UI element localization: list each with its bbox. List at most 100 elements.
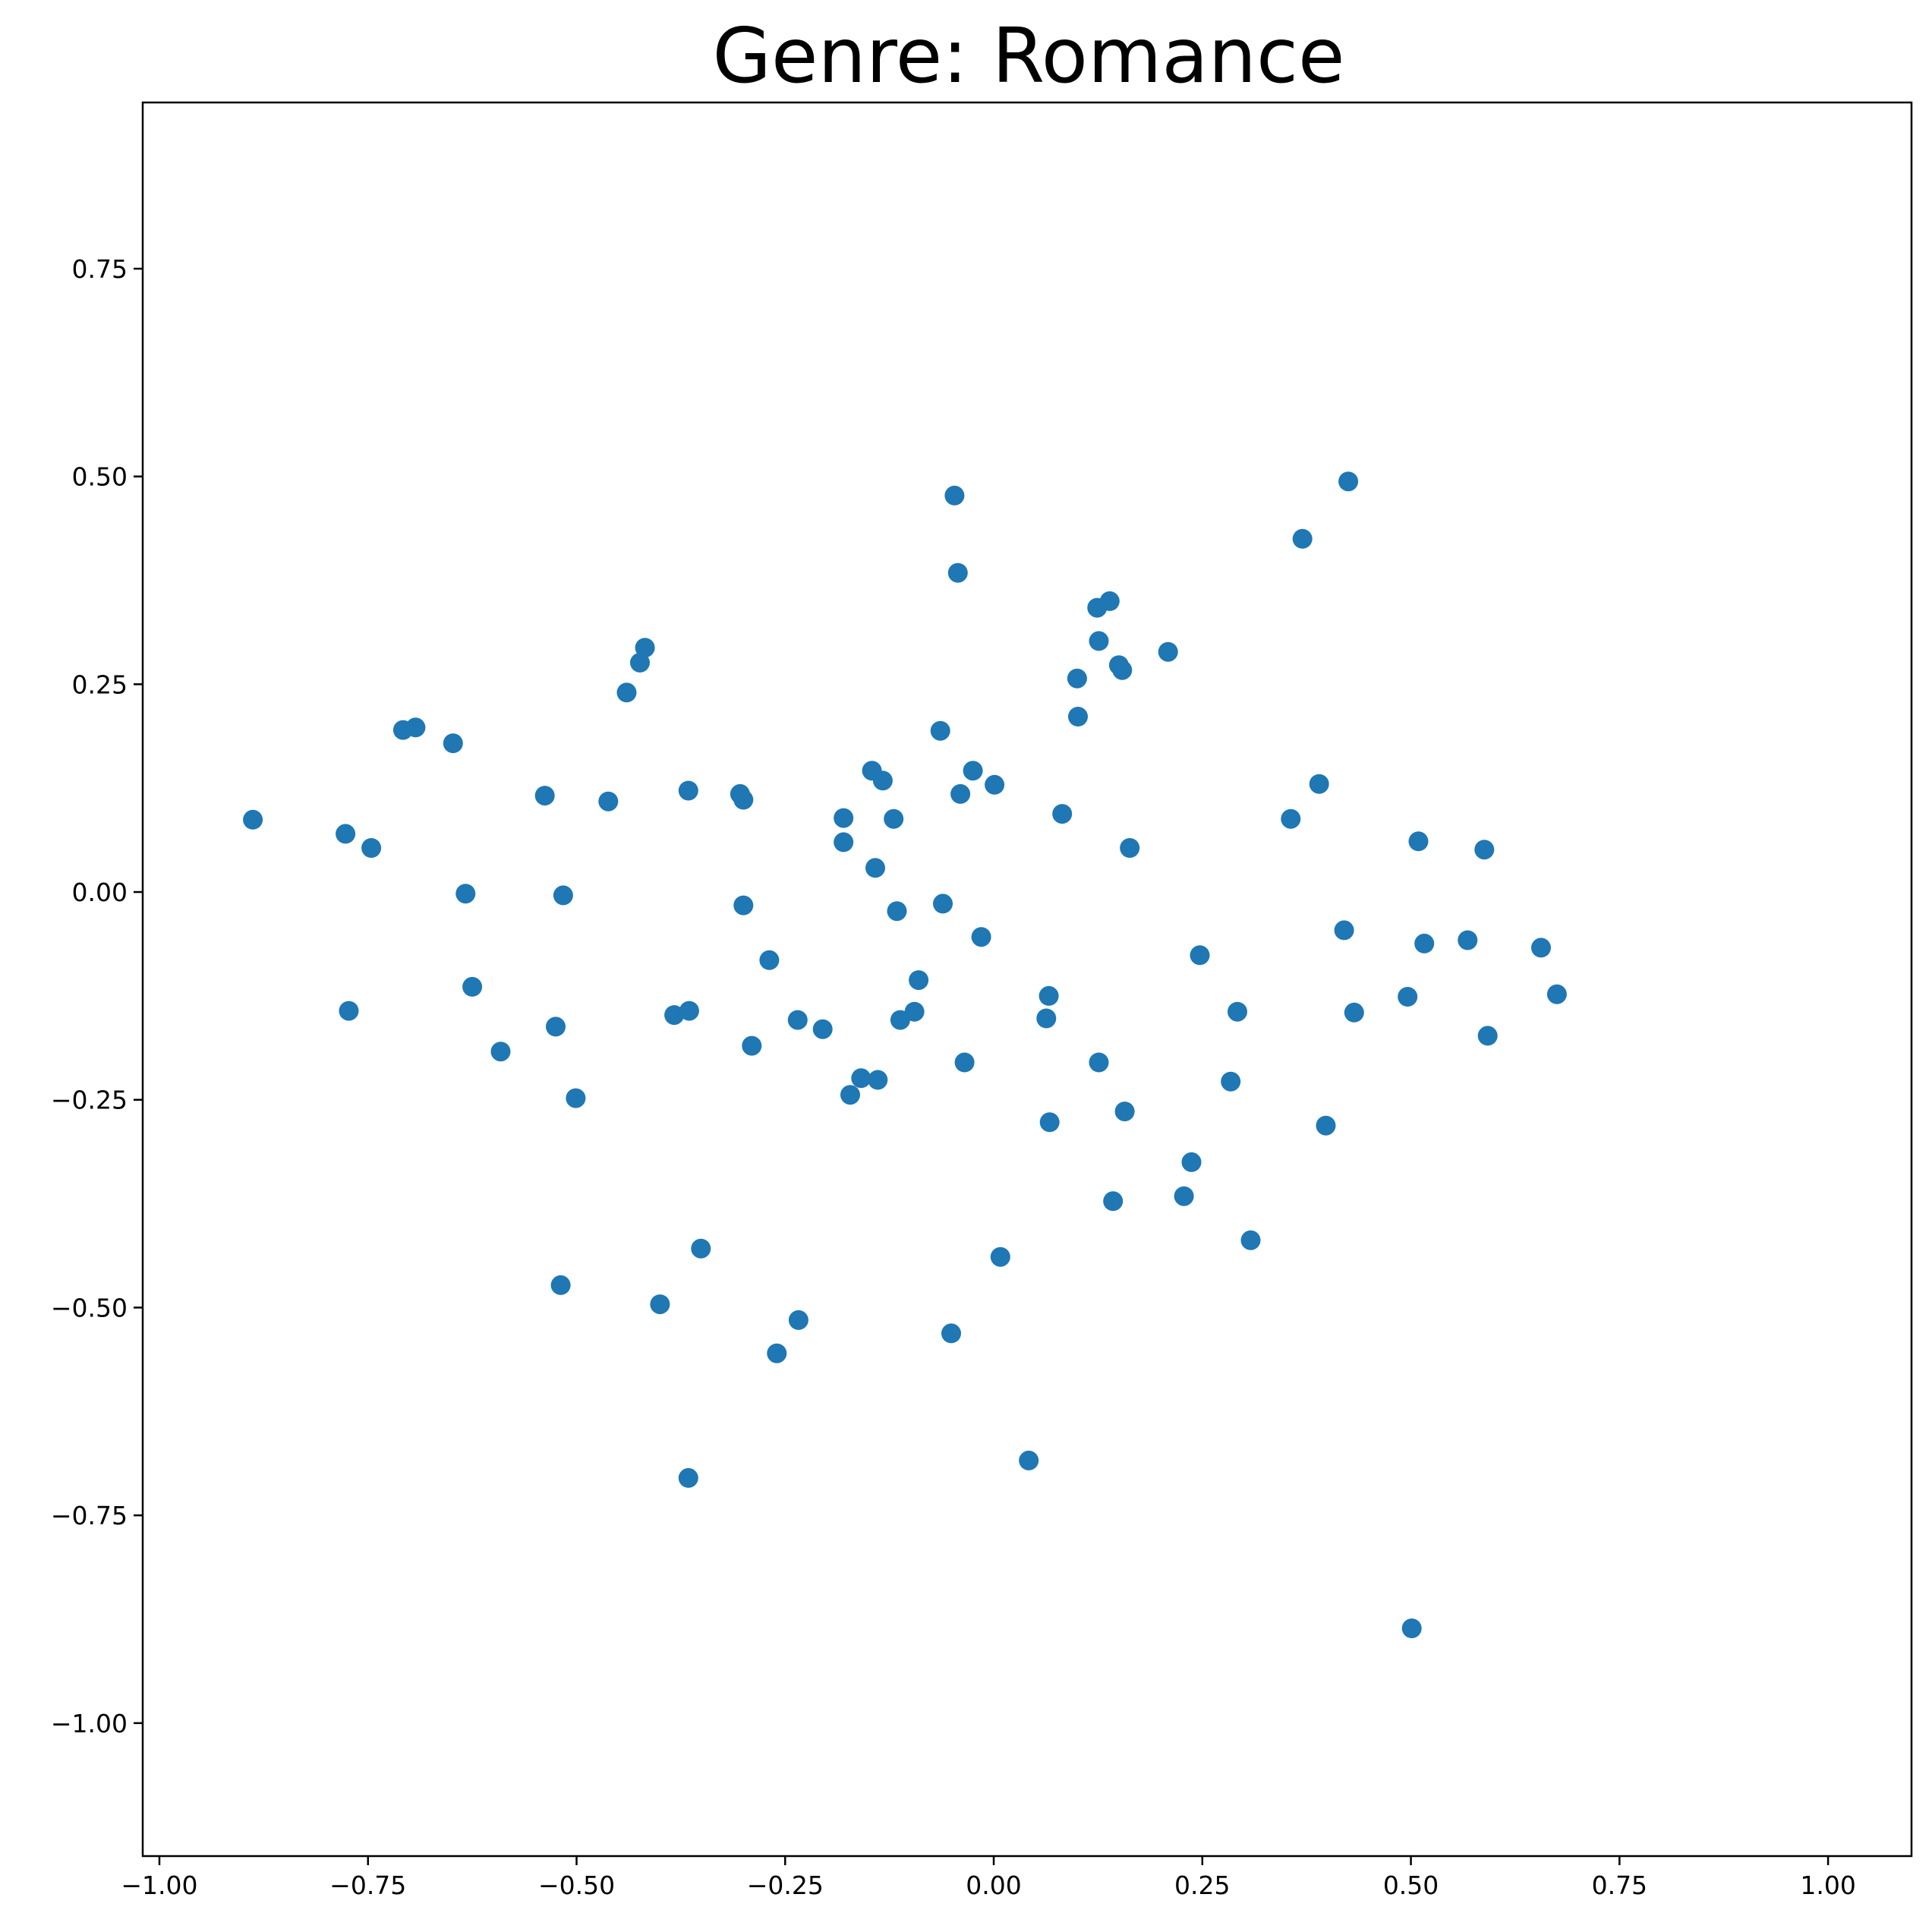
data-point-12 <box>553 885 573 906</box>
y-tick-label: −1.00 <box>51 1709 128 1738</box>
data-point-33 <box>812 1019 833 1039</box>
x-tick-label: −0.25 <box>747 1871 824 1900</box>
data-point-57 <box>990 1247 1010 1267</box>
data-point-42 <box>887 901 907 922</box>
data-point-61 <box>1039 1112 1060 1133</box>
data-point-31 <box>788 1310 808 1330</box>
data-point-14 <box>550 1275 571 1295</box>
data-point-1 <box>336 824 356 844</box>
data-point-40 <box>865 858 885 878</box>
data-point-54 <box>954 1052 975 1073</box>
data-point-39 <box>872 771 893 791</box>
data-point-62 <box>1052 804 1073 824</box>
data-point-94 <box>1531 938 1551 958</box>
x-tick-label: 0.25 <box>1174 1871 1230 1900</box>
data-point-80 <box>1240 1230 1261 1250</box>
y-tick-label: −0.75 <box>51 1501 128 1530</box>
data-point-74 <box>1158 641 1178 662</box>
data-point-76 <box>1181 1152 1202 1172</box>
data-point-27 <box>733 895 754 916</box>
data-point-50 <box>947 563 968 583</box>
data-point-7 <box>455 884 476 904</box>
x-tick-label: 0.50 <box>1383 1871 1439 1900</box>
data-point-44 <box>868 1070 888 1090</box>
data-point-16 <box>616 682 637 703</box>
data-point-93 <box>1477 1026 1498 1046</box>
data-point-11 <box>546 1016 566 1037</box>
points-layer <box>243 471 1567 1638</box>
data-point-47 <box>930 720 950 741</box>
data-point-41 <box>884 808 904 829</box>
data-point-96 <box>1401 1618 1422 1638</box>
data-point-67 <box>1099 591 1120 611</box>
y-tick-label: −0.25 <box>51 1086 128 1115</box>
data-point-23 <box>691 1238 711 1259</box>
data-point-55 <box>941 1323 961 1344</box>
y-tick-label: 0.00 <box>72 878 128 907</box>
data-point-0 <box>243 809 263 830</box>
data-point-28 <box>742 1035 762 1056</box>
data-point-51 <box>950 783 971 804</box>
data-point-78 <box>1221 1071 1241 1092</box>
data-point-2 <box>361 838 382 858</box>
data-point-69 <box>1112 660 1133 680</box>
data-point-64 <box>1068 707 1088 726</box>
data-point-53 <box>971 927 991 947</box>
data-point-81 <box>1281 808 1301 829</box>
data-point-15 <box>598 791 619 812</box>
x-tick-label: −0.50 <box>538 1871 615 1900</box>
data-point-34 <box>834 808 854 828</box>
y-tick-label: −0.50 <box>51 1293 128 1322</box>
data-point-84 <box>1334 920 1354 941</box>
y-tick-label: 0.75 <box>72 254 128 284</box>
data-point-66 <box>1089 631 1109 651</box>
data-point-75 <box>1190 945 1210 966</box>
data-point-3 <box>339 1001 359 1021</box>
data-point-72 <box>1114 1102 1135 1122</box>
data-point-73 <box>1103 1191 1124 1212</box>
data-point-13 <box>566 1088 586 1108</box>
data-point-90 <box>1398 987 1418 1007</box>
data-point-19 <box>650 1294 670 1315</box>
data-point-30 <box>787 1010 808 1030</box>
data-point-6 <box>443 733 463 754</box>
plot-area-frame <box>141 101 1913 1858</box>
data-point-95 <box>1546 984 1567 1004</box>
data-point-60 <box>1036 1008 1057 1029</box>
data-point-85 <box>1344 1002 1364 1023</box>
data-point-71 <box>1089 1052 1109 1073</box>
data-point-9 <box>490 1042 511 1062</box>
data-point-83 <box>1309 774 1329 794</box>
data-point-18 <box>635 638 655 658</box>
y-tick-label: 0.50 <box>72 462 128 492</box>
data-point-48 <box>933 894 953 914</box>
data-point-45 <box>904 1001 925 1022</box>
data-point-20 <box>678 780 698 801</box>
data-point-49 <box>944 485 965 506</box>
data-point-17 <box>630 652 650 673</box>
data-point-35 <box>834 832 854 853</box>
data-point-59 <box>1038 985 1059 1006</box>
data-point-37 <box>851 1068 871 1089</box>
data-point-86 <box>1338 471 1359 492</box>
x-tick-label: 0.00 <box>966 1871 1021 1900</box>
x-tick-label: 1.00 <box>1800 1871 1855 1900</box>
y-tick-label: 0.25 <box>72 670 128 699</box>
data-point-70 <box>1120 838 1140 858</box>
data-point-22 <box>679 1001 699 1021</box>
data-point-56 <box>985 774 1005 795</box>
data-point-8 <box>462 976 483 997</box>
data-point-82 <box>1292 528 1313 549</box>
data-point-58 <box>1019 1450 1039 1470</box>
data-point-24 <box>678 1467 698 1488</box>
data-point-92 <box>1474 840 1495 860</box>
data-point-5 <box>405 717 426 738</box>
data-point-32 <box>767 1343 787 1363</box>
data-point-46 <box>909 970 929 991</box>
data-point-77 <box>1174 1186 1194 1206</box>
data-point-29 <box>759 950 780 970</box>
data-point-91 <box>1458 930 1478 950</box>
x-tick-label: 0.75 <box>1592 1871 1647 1900</box>
